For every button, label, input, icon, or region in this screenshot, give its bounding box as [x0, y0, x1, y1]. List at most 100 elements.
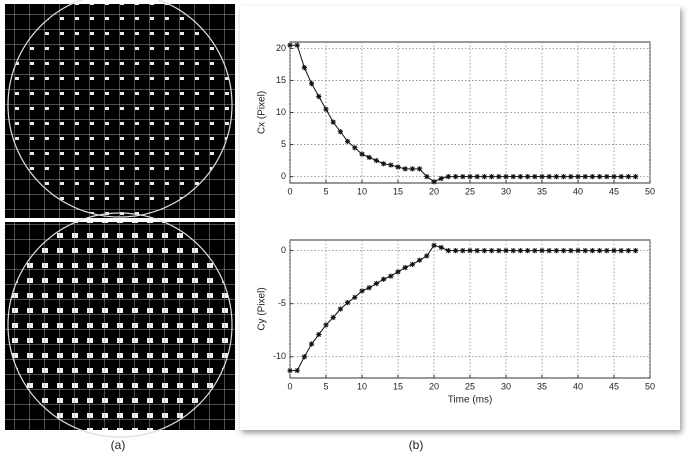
data-point — [374, 158, 379, 163]
x-tick-label: 5 — [323, 186, 328, 196]
data-point — [518, 248, 523, 253]
data-point — [316, 94, 321, 99]
data-point — [568, 248, 573, 253]
data-point — [511, 248, 516, 253]
data-point — [302, 65, 307, 70]
x-tick-label: 50 — [645, 186, 655, 196]
x-tick-label: 40 — [573, 186, 583, 196]
x-tick-label: 35 — [537, 381, 547, 391]
y-tick-label: -5 — [278, 298, 286, 308]
data-point — [287, 368, 292, 373]
figure: (a) (b) 0510152025303540455005101520Cx (… — [0, 0, 691, 456]
data-point — [331, 120, 336, 125]
data-point — [352, 295, 357, 300]
data-point — [323, 322, 328, 327]
data-point — [367, 155, 372, 160]
data-point — [597, 248, 602, 253]
data-point — [446, 174, 451, 179]
plot-area — [290, 240, 650, 378]
data-point — [460, 174, 465, 179]
data-point — [439, 176, 444, 181]
data-point — [568, 174, 573, 179]
data-point — [446, 248, 451, 253]
data-point — [309, 81, 314, 86]
data-point — [532, 248, 537, 253]
y-tick-label: 15 — [276, 75, 286, 85]
data-point — [539, 248, 544, 253]
x-tick-label: 20 — [429, 186, 439, 196]
data-point — [575, 174, 580, 179]
data-point — [295, 43, 300, 48]
data-point — [539, 174, 544, 179]
x-tick-label: 45 — [609, 381, 619, 391]
data-point — [583, 248, 588, 253]
data-point — [511, 174, 516, 179]
data-point — [611, 174, 616, 179]
data-point — [323, 107, 328, 112]
data-point — [359, 288, 364, 293]
data-point — [626, 174, 631, 179]
data-point — [547, 174, 552, 179]
data-point — [302, 354, 307, 359]
data-point — [410, 262, 415, 267]
data-point — [482, 174, 487, 179]
data-point — [460, 248, 465, 253]
data-point — [431, 179, 436, 184]
x-tick-label: 35 — [537, 186, 547, 196]
data-point — [417, 258, 422, 263]
data-point — [561, 248, 566, 253]
y-tick-label: 10 — [276, 107, 286, 117]
data-point — [453, 174, 458, 179]
data-point — [489, 174, 494, 179]
data-point — [489, 248, 494, 253]
data-point — [367, 285, 372, 290]
data-point — [597, 174, 602, 179]
data-point — [309, 341, 314, 346]
data-point — [547, 248, 552, 253]
data-point — [590, 174, 595, 179]
x-tick-label: 15 — [393, 186, 403, 196]
data-point — [467, 174, 472, 179]
x-tick-label: 25 — [465, 381, 475, 391]
data-point — [575, 248, 580, 253]
data-point — [554, 248, 559, 253]
panel-label: (b) — [409, 438, 424, 452]
data-point — [417, 166, 422, 171]
data-point — [352, 145, 357, 150]
x-tick-label: 40 — [573, 381, 583, 391]
data-point — [475, 174, 480, 179]
data-point — [496, 174, 501, 179]
y-tick-label: 20 — [276, 43, 286, 53]
data-point — [633, 174, 638, 179]
x-tick-label: 5 — [323, 381, 328, 391]
data-point — [359, 152, 364, 157]
x-tick-label: 30 — [501, 186, 511, 196]
y-tick-label: 0 — [281, 245, 286, 255]
y-tick-label: 5 — [281, 139, 286, 149]
data-point — [338, 129, 343, 134]
data-point — [453, 248, 458, 253]
data-point — [626, 248, 631, 253]
data-point — [604, 248, 609, 253]
data-point — [503, 174, 508, 179]
data-point — [388, 273, 393, 278]
data-point — [331, 315, 336, 320]
data-point — [590, 248, 595, 253]
x-tick-label: 0 — [287, 381, 292, 391]
data-point — [583, 174, 588, 179]
panel-label: (a) — [111, 438, 126, 452]
data-point — [525, 248, 530, 253]
data-point — [410, 166, 415, 171]
y-tick-label: 0 — [281, 171, 286, 181]
data-point — [381, 277, 386, 282]
x-tick-label: 15 — [393, 381, 403, 391]
data-point — [503, 248, 508, 253]
data-point — [424, 253, 429, 258]
data-point — [338, 306, 343, 311]
data-point — [518, 174, 523, 179]
image-a-top — [5, 0, 235, 218]
x-tick-label: 50 — [645, 381, 655, 391]
x-tick-label: 10 — [357, 381, 367, 391]
data-point — [561, 174, 566, 179]
data-point — [431, 243, 436, 248]
